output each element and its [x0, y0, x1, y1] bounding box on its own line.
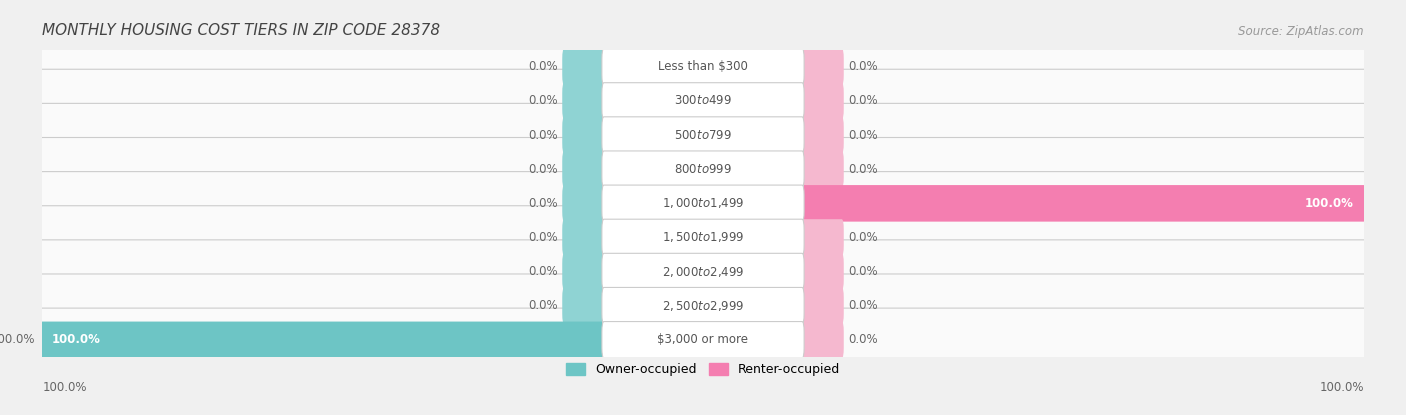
- FancyBboxPatch shape: [562, 49, 606, 85]
- Text: $1,500 to $1,999: $1,500 to $1,999: [662, 230, 744, 244]
- Text: 0.0%: 0.0%: [529, 265, 558, 278]
- FancyBboxPatch shape: [562, 288, 606, 324]
- FancyBboxPatch shape: [800, 219, 844, 256]
- FancyBboxPatch shape: [39, 137, 1367, 201]
- FancyBboxPatch shape: [602, 219, 804, 256]
- FancyBboxPatch shape: [39, 69, 1367, 133]
- Text: 0.0%: 0.0%: [529, 163, 558, 176]
- Text: 100.0%: 100.0%: [42, 381, 87, 395]
- FancyBboxPatch shape: [602, 185, 804, 222]
- FancyBboxPatch shape: [800, 253, 844, 290]
- Text: Less than $300: Less than $300: [658, 60, 748, 73]
- FancyBboxPatch shape: [602, 117, 804, 154]
- FancyBboxPatch shape: [562, 151, 606, 188]
- Text: $800 to $999: $800 to $999: [673, 163, 733, 176]
- FancyBboxPatch shape: [800, 151, 844, 188]
- Text: 100.0%: 100.0%: [1319, 381, 1364, 395]
- FancyBboxPatch shape: [602, 151, 804, 188]
- Text: 100.0%: 100.0%: [1305, 197, 1354, 210]
- FancyBboxPatch shape: [800, 185, 1365, 222]
- FancyBboxPatch shape: [602, 288, 804, 324]
- FancyBboxPatch shape: [39, 308, 1367, 371]
- Text: 0.0%: 0.0%: [848, 299, 877, 312]
- FancyBboxPatch shape: [562, 253, 606, 290]
- Text: $1,000 to $1,499: $1,000 to $1,499: [662, 196, 744, 210]
- Text: 0.0%: 0.0%: [529, 60, 558, 73]
- FancyBboxPatch shape: [39, 103, 1367, 167]
- Text: 0.0%: 0.0%: [848, 231, 877, 244]
- Text: $300 to $499: $300 to $499: [673, 95, 733, 107]
- FancyBboxPatch shape: [562, 219, 606, 256]
- Text: $2,500 to $2,999: $2,500 to $2,999: [662, 299, 744, 313]
- FancyBboxPatch shape: [800, 83, 844, 119]
- FancyBboxPatch shape: [800, 117, 844, 154]
- FancyBboxPatch shape: [800, 288, 844, 324]
- Text: MONTHLY HOUSING COST TIERS IN ZIP CODE 28378: MONTHLY HOUSING COST TIERS IN ZIP CODE 2…: [42, 22, 440, 37]
- FancyBboxPatch shape: [39, 35, 1367, 99]
- Text: $2,000 to $2,499: $2,000 to $2,499: [662, 265, 744, 278]
- FancyBboxPatch shape: [39, 274, 1367, 337]
- FancyBboxPatch shape: [602, 83, 804, 119]
- Text: 0.0%: 0.0%: [848, 129, 877, 142]
- FancyBboxPatch shape: [41, 322, 606, 358]
- Text: 0.0%: 0.0%: [529, 129, 558, 142]
- Text: 100.0%: 100.0%: [0, 333, 35, 347]
- Text: 0.0%: 0.0%: [529, 95, 558, 107]
- FancyBboxPatch shape: [602, 322, 804, 358]
- Text: $500 to $799: $500 to $799: [673, 129, 733, 142]
- Text: 0.0%: 0.0%: [848, 333, 877, 347]
- FancyBboxPatch shape: [39, 172, 1367, 235]
- Text: 0.0%: 0.0%: [848, 163, 877, 176]
- Text: 0.0%: 0.0%: [529, 231, 558, 244]
- FancyBboxPatch shape: [800, 322, 844, 358]
- Text: 0.0%: 0.0%: [848, 95, 877, 107]
- Text: 0.0%: 0.0%: [529, 299, 558, 312]
- FancyBboxPatch shape: [39, 240, 1367, 303]
- Text: 100.0%: 100.0%: [52, 333, 101, 347]
- Text: 0.0%: 0.0%: [848, 265, 877, 278]
- FancyBboxPatch shape: [602, 253, 804, 290]
- Text: Source: ZipAtlas.com: Source: ZipAtlas.com: [1239, 24, 1364, 37]
- Text: 0.0%: 0.0%: [848, 60, 877, 73]
- FancyBboxPatch shape: [562, 117, 606, 154]
- Legend: Owner-occupied, Renter-occupied: Owner-occupied, Renter-occupied: [561, 359, 845, 381]
- FancyBboxPatch shape: [562, 83, 606, 119]
- Text: 0.0%: 0.0%: [529, 197, 558, 210]
- FancyBboxPatch shape: [39, 206, 1367, 269]
- Text: $3,000 or more: $3,000 or more: [658, 333, 748, 347]
- FancyBboxPatch shape: [562, 185, 606, 222]
- FancyBboxPatch shape: [800, 49, 844, 85]
- FancyBboxPatch shape: [602, 49, 804, 85]
